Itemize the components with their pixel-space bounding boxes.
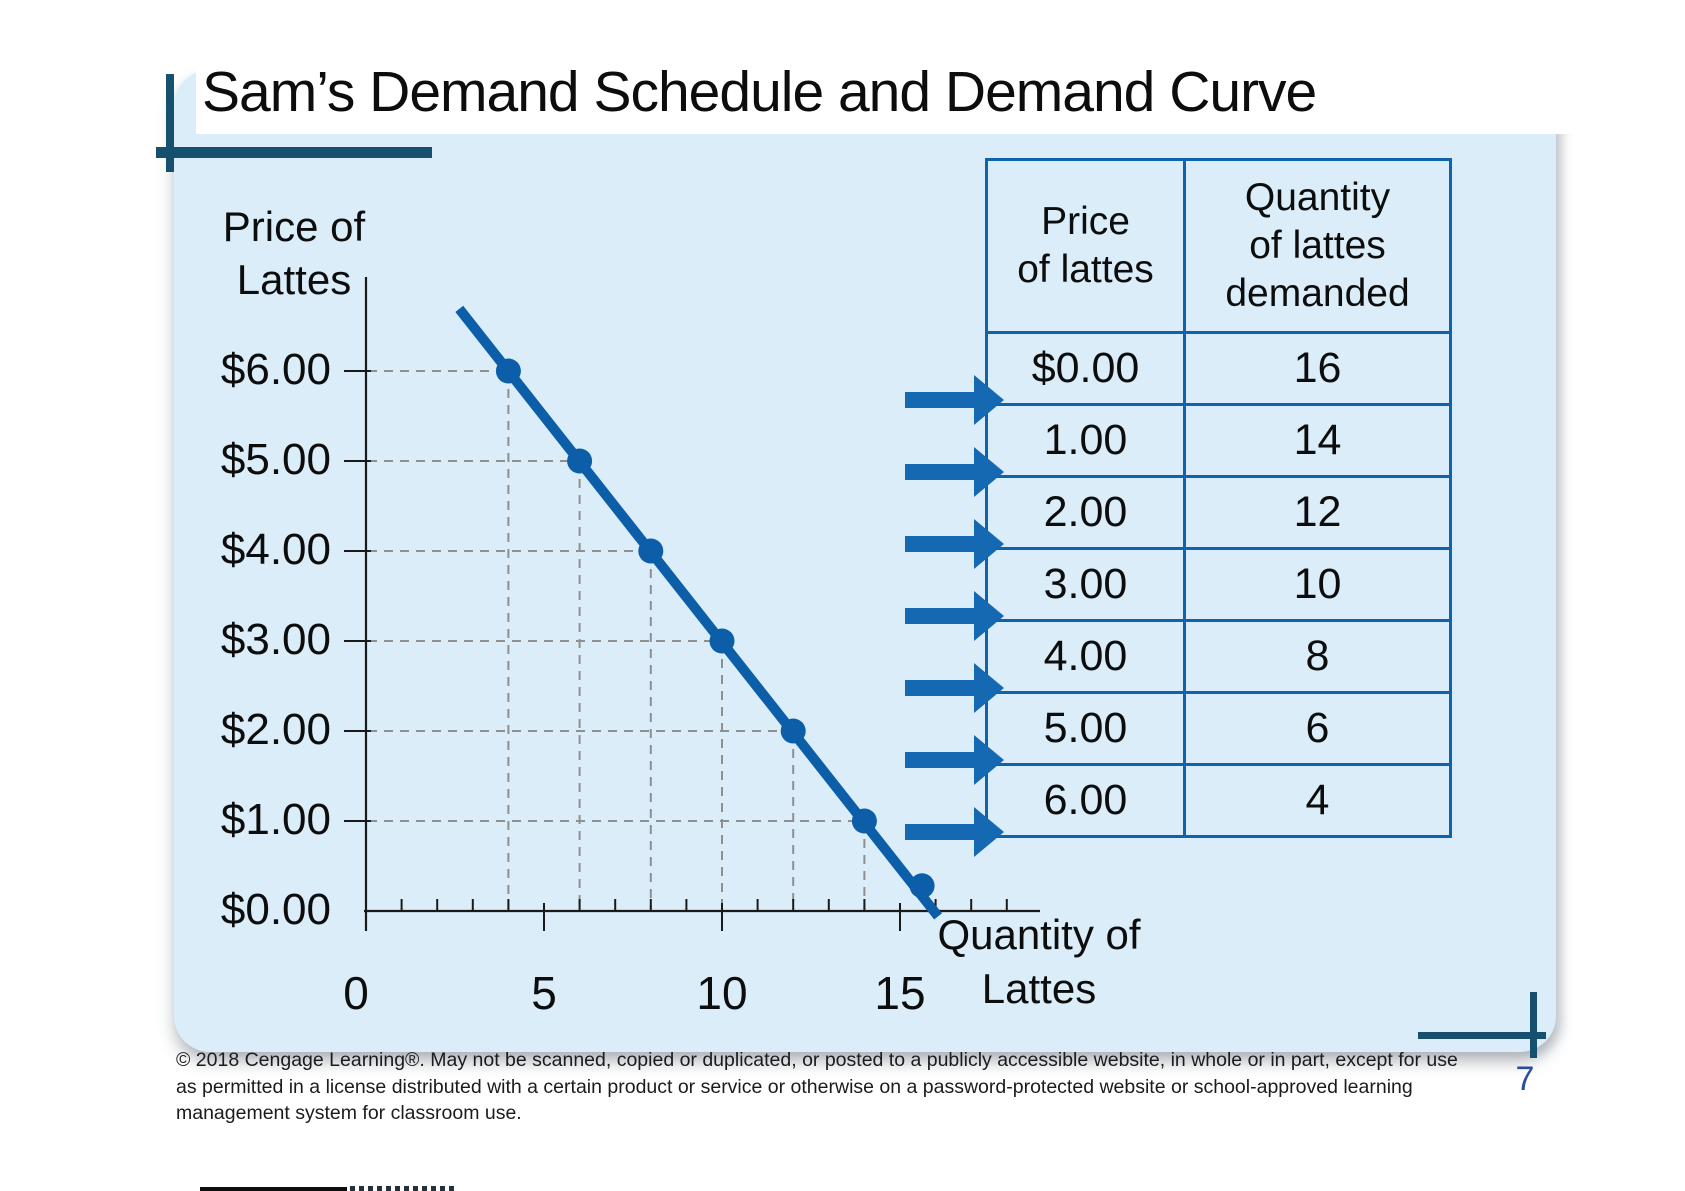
y-tick-label: $0.00	[220, 885, 331, 934]
quantity-cell: 10	[1183, 547, 1452, 622]
y-tick-label: $5.00	[220, 435, 331, 484]
title-background-band	[196, 0, 1685, 134]
price-cell: 3.00	[985, 547, 1186, 622]
table-header-row: Price of lattes Quantity of lattes deman…	[985, 158, 1452, 334]
copyright-notice: © 2018 Cengage Learning®. May not be sca…	[176, 1049, 1458, 1124]
y-axis-title: Price of Lattes	[222, 203, 366, 303]
x-tick-label: 10	[696, 967, 748, 1019]
x-axis-title: Quantity of Lattes	[937, 911, 1141, 1012]
y-tick-label: $3.00	[220, 615, 331, 664]
table-row: 5.00 6	[985, 691, 1452, 766]
price-cell: 1.00	[985, 403, 1186, 478]
x-tick-label: 15	[874, 967, 926, 1019]
quantity-column-header: Quantity of lattes demanded	[1183, 158, 1452, 334]
x-tick-label: 5	[531, 967, 557, 1019]
quantity-cell: 12	[1183, 475, 1452, 550]
bottom-edge-artifact-bar	[200, 1187, 347, 1191]
slide-title: Sam’s Demand Schedule and Demand Curve	[202, 60, 1317, 124]
quantity-cell: 4	[1183, 763, 1452, 838]
table-row: 2.00 12	[985, 475, 1452, 550]
quantity-cell: 8	[1183, 619, 1452, 694]
y-tick-label: $6.00	[220, 345, 331, 394]
quantity-cell: 14	[1183, 403, 1452, 478]
price-cell: $0.00	[985, 331, 1186, 406]
price-cell: 2.00	[985, 475, 1186, 550]
x-tick-label: 0	[343, 967, 369, 1019]
table-row: 1.00 14	[985, 403, 1452, 478]
price-cell: 4.00	[985, 619, 1186, 694]
quantity-cell: 16	[1183, 331, 1452, 406]
price-column-header: Price of lattes	[985, 158, 1186, 334]
y-tick-label: $4.00	[220, 525, 331, 574]
title-accent-vertical-line	[166, 74, 174, 172]
footer-accent-vertical-line	[1530, 992, 1537, 1058]
table-row: 4.00 8	[985, 619, 1452, 694]
footer-accent-horizontal-line	[1418, 1032, 1546, 1039]
table-row: 3.00 10	[985, 547, 1452, 622]
bottom-edge-artifact-marks	[350, 1186, 454, 1191]
quantity-cell: 6	[1183, 691, 1452, 766]
y-tick-label: $1.00	[220, 795, 331, 844]
title-accent-horizontal-line	[156, 147, 432, 158]
y-tick-label: $2.00	[220, 705, 331, 754]
price-cell: 5.00	[985, 691, 1186, 766]
demand-schedule-table: Price of lattes Quantity of lattes deman…	[985, 158, 1452, 838]
price-cell: 6.00	[985, 763, 1186, 838]
table-row: 6.00 4	[985, 763, 1452, 838]
page-number: 7	[1515, 1060, 1535, 1098]
table-row: $0.00 16	[985, 331, 1452, 406]
